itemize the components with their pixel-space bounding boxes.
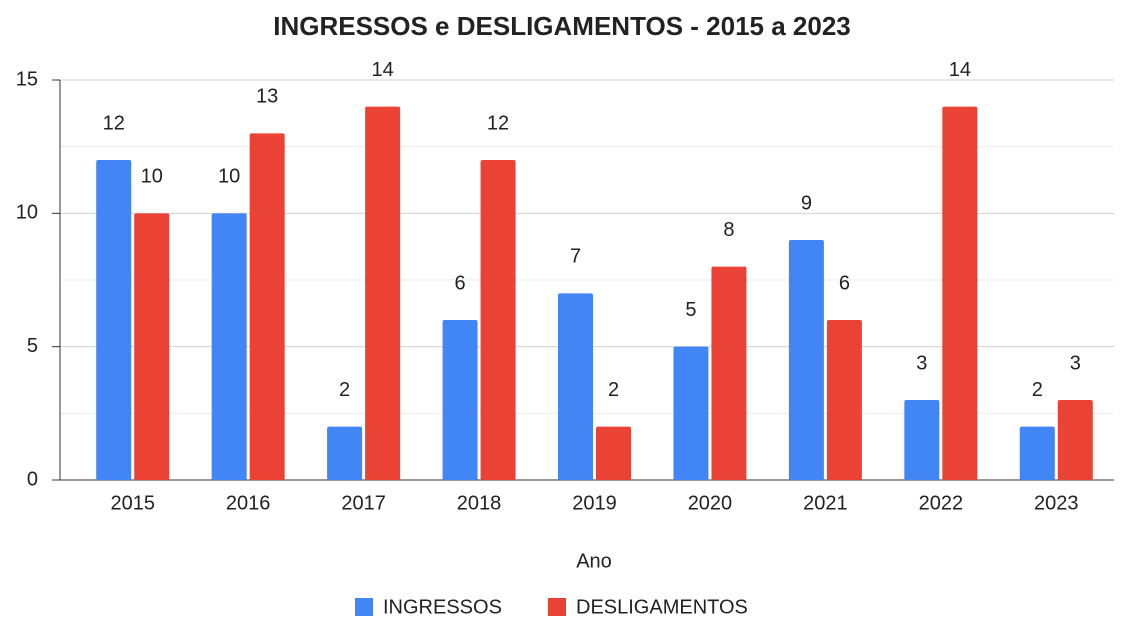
bar [96,160,132,480]
value-label: 13 [256,86,278,108]
bar [211,213,247,481]
value-label: 2 [1032,379,1043,401]
legend-swatch [355,598,373,616]
bar [1019,426,1055,480]
value-label: 14 [949,59,971,81]
bar [596,426,631,480]
value-label: 10 [218,166,240,188]
value-label: 7 [570,246,581,268]
bar [1057,400,1093,480]
value-label: 6 [839,272,850,294]
value-label: 2 [608,379,619,401]
bar [134,213,170,481]
value-label: 3 [1070,352,1081,374]
x-tick-label: 2015 [110,492,155,514]
value-label: 9 [801,192,812,214]
value-label: 10 [141,166,163,188]
value-label: 8 [723,219,734,241]
x-tick-label: 2021 [803,492,848,514]
bar [904,400,940,480]
x-tick-label: 2018 [457,492,502,514]
value-label: 12 [487,112,509,134]
y-tick-label: 5 [27,335,38,357]
x-tick-label: 2017 [341,492,386,514]
bar [826,320,862,480]
y-tick-label: 0 [27,468,38,490]
bar [249,133,285,481]
bar [673,346,709,480]
bar [442,320,478,480]
value-label: 2 [339,379,350,401]
legend-label: DESLIGAMENTOS [576,596,748,617]
bar [480,160,516,480]
bar [711,266,747,480]
x-tick-label: 2019 [572,492,617,514]
value-label: 3 [916,352,927,374]
value-label: 5 [685,299,696,321]
bar [327,426,363,480]
x-tick-label: 2016 [226,492,271,514]
bar [365,106,401,481]
value-label: 12 [103,112,125,134]
bar [942,106,978,481]
y-tick-label: 15 [16,68,38,90]
chart-title: INGRESSOS e DESLIGAMENTOS - 2015 a 2023 [273,11,851,41]
x-tick-label: 2023 [1034,492,1079,514]
x-axis-label: Ano [576,550,612,572]
bar [788,240,824,480]
value-label: 6 [454,272,465,294]
y-tick-label: 10 [16,202,38,224]
x-tick-label: 2020 [688,492,733,514]
value-label: 14 [371,59,393,81]
legend-swatch [548,598,566,616]
x-tick-label: 2022 [919,492,964,514]
legend-label: INGRESSOS [383,596,502,617]
bar [558,293,593,480]
